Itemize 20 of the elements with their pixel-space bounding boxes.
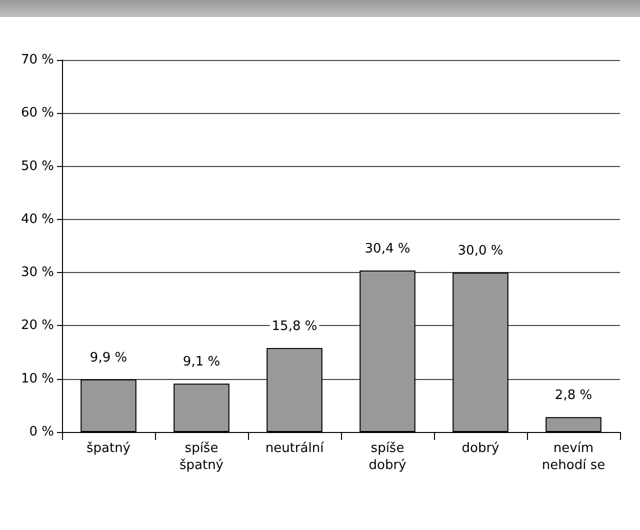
x-tick-label: špatný <box>86 441 131 456</box>
y-tick-label: 40 % <box>20 212 54 227</box>
y-tick-label: 10 % <box>20 371 54 386</box>
data-label: 9,1 % <box>182 354 220 370</box>
data-label: 2,8 % <box>554 388 592 404</box>
data-label: 15,8 % <box>272 319 318 334</box>
x-tick-label: nevím nehodí se <box>542 441 606 473</box>
x-tick-label: dobrý <box>462 441 500 456</box>
y-tick-label: 20 % <box>20 318 54 334</box>
x-tick-label: spíše špatný <box>179 441 224 473</box>
y-tick-label: 30 % <box>20 265 54 280</box>
x-tick-label: neutrální <box>265 441 324 456</box>
data-label: 9,9 % <box>90 350 128 366</box>
y-tick-label: 70 % <box>20 52 54 68</box>
data-label: 30,4 % <box>364 241 410 256</box>
x-tick-label: spíše dobrý <box>368 441 407 473</box>
y-tick-label: 60 % <box>20 106 54 121</box>
y-tick-label: 0 % <box>29 424 54 440</box>
y-tick-label: 50 % <box>20 158 54 174</box>
data-label: 30,0 % <box>458 244 504 259</box>
